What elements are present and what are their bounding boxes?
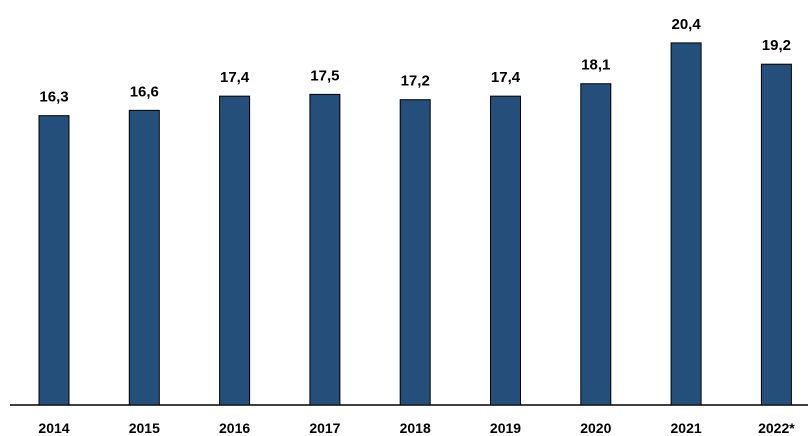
value-label: 16,3	[39, 89, 68, 106]
value-label: 17,5	[310, 67, 339, 84]
bar	[670, 42, 702, 406]
x-tick-label: 2020	[580, 420, 611, 436]
value-label: 17,4	[491, 69, 521, 86]
x-tick-label: 2017	[309, 420, 340, 436]
x-tick-label: 2018	[400, 420, 431, 436]
x-tick-label: 2016	[219, 420, 250, 436]
bar	[580, 83, 612, 406]
bar	[309, 93, 341, 406]
bar	[219, 95, 251, 406]
x-tick-label: 2014	[38, 420, 69, 436]
bar	[38, 115, 70, 406]
value-label: 20,4	[671, 16, 701, 33]
value-label: 17,4	[220, 69, 250, 86]
value-label: 19,2	[762, 37, 791, 54]
x-tick-label: 2015	[129, 420, 160, 436]
value-label: 16,6	[130, 83, 159, 100]
value-label: 17,2	[401, 73, 430, 90]
bar	[128, 109, 160, 406]
value-label: 18,1	[581, 57, 610, 74]
bar	[760, 63, 792, 406]
bar	[399, 99, 431, 406]
bar	[490, 95, 521, 406]
x-tick-label: 2021	[671, 420, 702, 436]
x-tick-label: 2019	[490, 420, 521, 436]
x-tick-label: 2022*	[758, 420, 795, 436]
